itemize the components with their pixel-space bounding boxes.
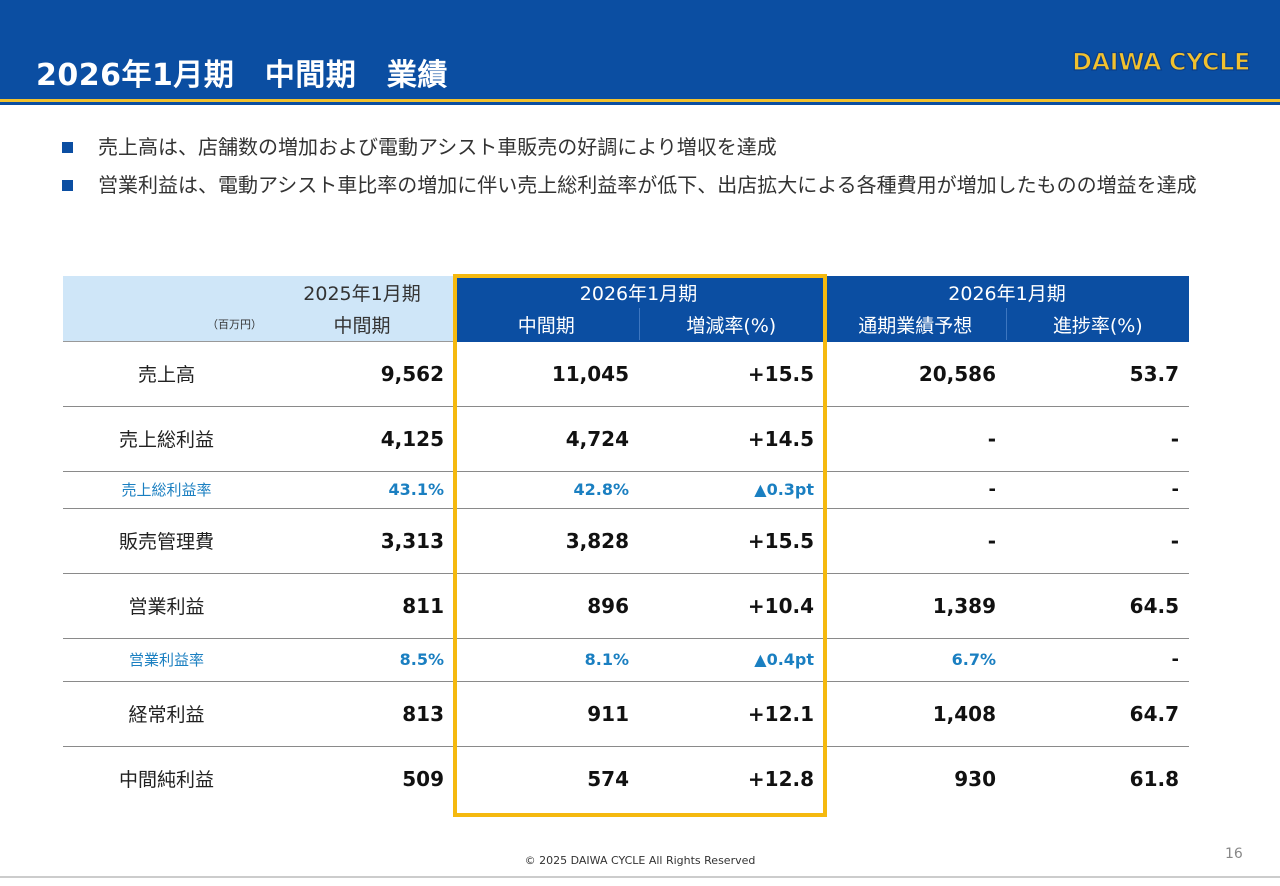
page-title: 2026年1月期 中間期 業績 [36,58,448,93]
cell-value: 896 [454,573,639,639]
table-subheader-row: （百万円） 中間期 中間期 増減率(%) 通期業績予想 進捗率(%) [63,308,1190,342]
bullet-item: 営業利益は、電動アシスト車比率の増加に伴い売上総利益率が低下、出店拡大による各種… [62,168,1212,202]
cell-value: 813 [270,681,454,747]
header-blank-cell [63,276,270,308]
cell-value: - [824,471,1007,509]
cell-value: 8.5% [270,638,454,682]
bullet-text: 売上高は、店舗数の増加および電動アシスト車販売の好調により増収を達成 [98,135,777,159]
cell-value: 930 [954,766,997,791]
unit-label: （百万円） [63,308,270,342]
row-label: 営業利益率 [63,638,270,682]
page-number: 16 [1225,846,1243,862]
table-row: 営業利益率 8.5% 8.1% ▲0.4pt 6.7% - [63,638,1190,682]
cell-value: +12.1 [639,681,825,747]
row-label: 売上高 [63,341,270,407]
table-row: 販売管理費 3,313 3,828 +15.5 - - [63,508,1190,574]
row-label: 営業利益 [63,573,270,639]
cell-value: 1,389 [824,573,1007,639]
cell-value: 43.1% [270,471,454,509]
col-interim-2026: 中間期 [454,308,639,342]
header-period-2026-interim: 2026年1月期 [454,276,825,308]
table-row: 売上総利益率 43.1% 42.8% ▲0.3pt - - [63,471,1190,509]
header-period-2025: 2025年1月期 [270,276,454,308]
cell-value: +10.4 [639,573,825,639]
col-progress-rate: 進捗率(%) [1005,308,1190,342]
table-row: 中間純利益 509 574 +12.8 930 61.8 [63,746,1189,811]
bullet-text: 営業利益は、電動アシスト車比率の増加に伴い売上総利益率が低下、出店拡大による各種… [98,173,1197,197]
col-full-year-forecast: 通期業績予想 [823,308,1007,342]
cell-value: - [1006,406,1190,472]
cell-value: 20,586 [824,341,1007,407]
table-header-row: 2025年1月期 2026年1月期 2026年1月期 [63,276,1190,308]
cell-value: - [824,406,1007,472]
results-table: 2025年1月期 2026年1月期 2026年1月期 （百万円） 中間期 中間期… [63,276,1190,811]
cell-value: - [1006,508,1190,574]
header-period-2026-full: 2026年1月期 [823,276,1190,308]
cell-value: 11,045 [454,341,639,407]
row-label: 中間純利益 [118,769,214,792]
cell-value: 811 [270,573,454,639]
bullet-item: 売上高は、店舗数の増加および電動アシスト車販売の好調により増収を達成 [62,130,1212,164]
cell-value: 509 [402,766,444,791]
row-label: 販売管理費 [63,508,270,574]
table-row: 売上高 9,562 11,045 +15.5 20,586 53.7 [63,341,1190,407]
svg-text:DAIWA CYCLE: DAIWA CYCLE [1072,48,1250,76]
copyright-footer: © 2025 DAIWA CYCLE All Rights Reserved [524,854,756,867]
cell-value: 61.8 [1129,766,1180,791]
cell-value: - [1006,471,1190,509]
bullet-square-icon [62,142,73,153]
row-label: 売上総利益率 [63,471,270,509]
col-interim-2025: 中間期 [270,308,454,342]
cell-value: 4,125 [270,406,454,472]
cell-value: 574 [587,766,629,791]
daiwa-cycle-logo: DAIWA CYCLE [1072,47,1251,76]
cell-value: ▲0.4pt [639,638,825,682]
cell-value: 6.7% [824,638,1007,682]
col-change-rate: 増減率(%) [638,308,825,342]
row-label: 経常利益 [63,681,270,747]
cell-value: 1,408 [824,681,1007,747]
table-row: 営業利益 811 896 +10.4 1,389 64.5 [63,573,1190,639]
cell-value: 3,313 [270,508,454,574]
cell-value: - [824,508,1007,574]
summary-bullets: 売上高は、店舗数の増加および電動アシスト車販売の好調により増収を達成 営業利益は… [62,130,1212,202]
cell-value: +14.5 [639,406,825,472]
cell-value: - [1006,638,1190,682]
header-accent-line [0,99,1280,105]
cell-value: 3,828 [454,508,639,574]
cell-value: 53.7 [1006,341,1190,407]
cell-value: 42.8% [454,471,639,509]
cell-value: ▲0.3pt [639,471,825,509]
cell-value: 64.7 [1006,681,1190,747]
footer-divider [0,876,1280,878]
table-row: 経常利益 813 911 +12.1 1,408 64.7 [63,681,1190,747]
cell-value: 64.5 [1006,573,1190,639]
cell-value: 9,562 [270,341,454,407]
cell-value: 4,724 [454,406,639,472]
cell-value: 911 [454,681,639,747]
table-row: 売上総利益 4,125 4,724 +14.5 - - [63,406,1190,472]
row-label: 売上総利益 [63,406,270,472]
bullet-square-icon [62,180,73,191]
header-bar: 2026年1月期 中間期 業績 DAIWA CYCLE [0,0,1280,99]
cell-value: +15.5 [639,341,825,407]
cell-value: +12.8 [747,766,815,791]
cell-value: +15.5 [639,508,825,574]
cell-value: 8.1% [454,638,639,682]
